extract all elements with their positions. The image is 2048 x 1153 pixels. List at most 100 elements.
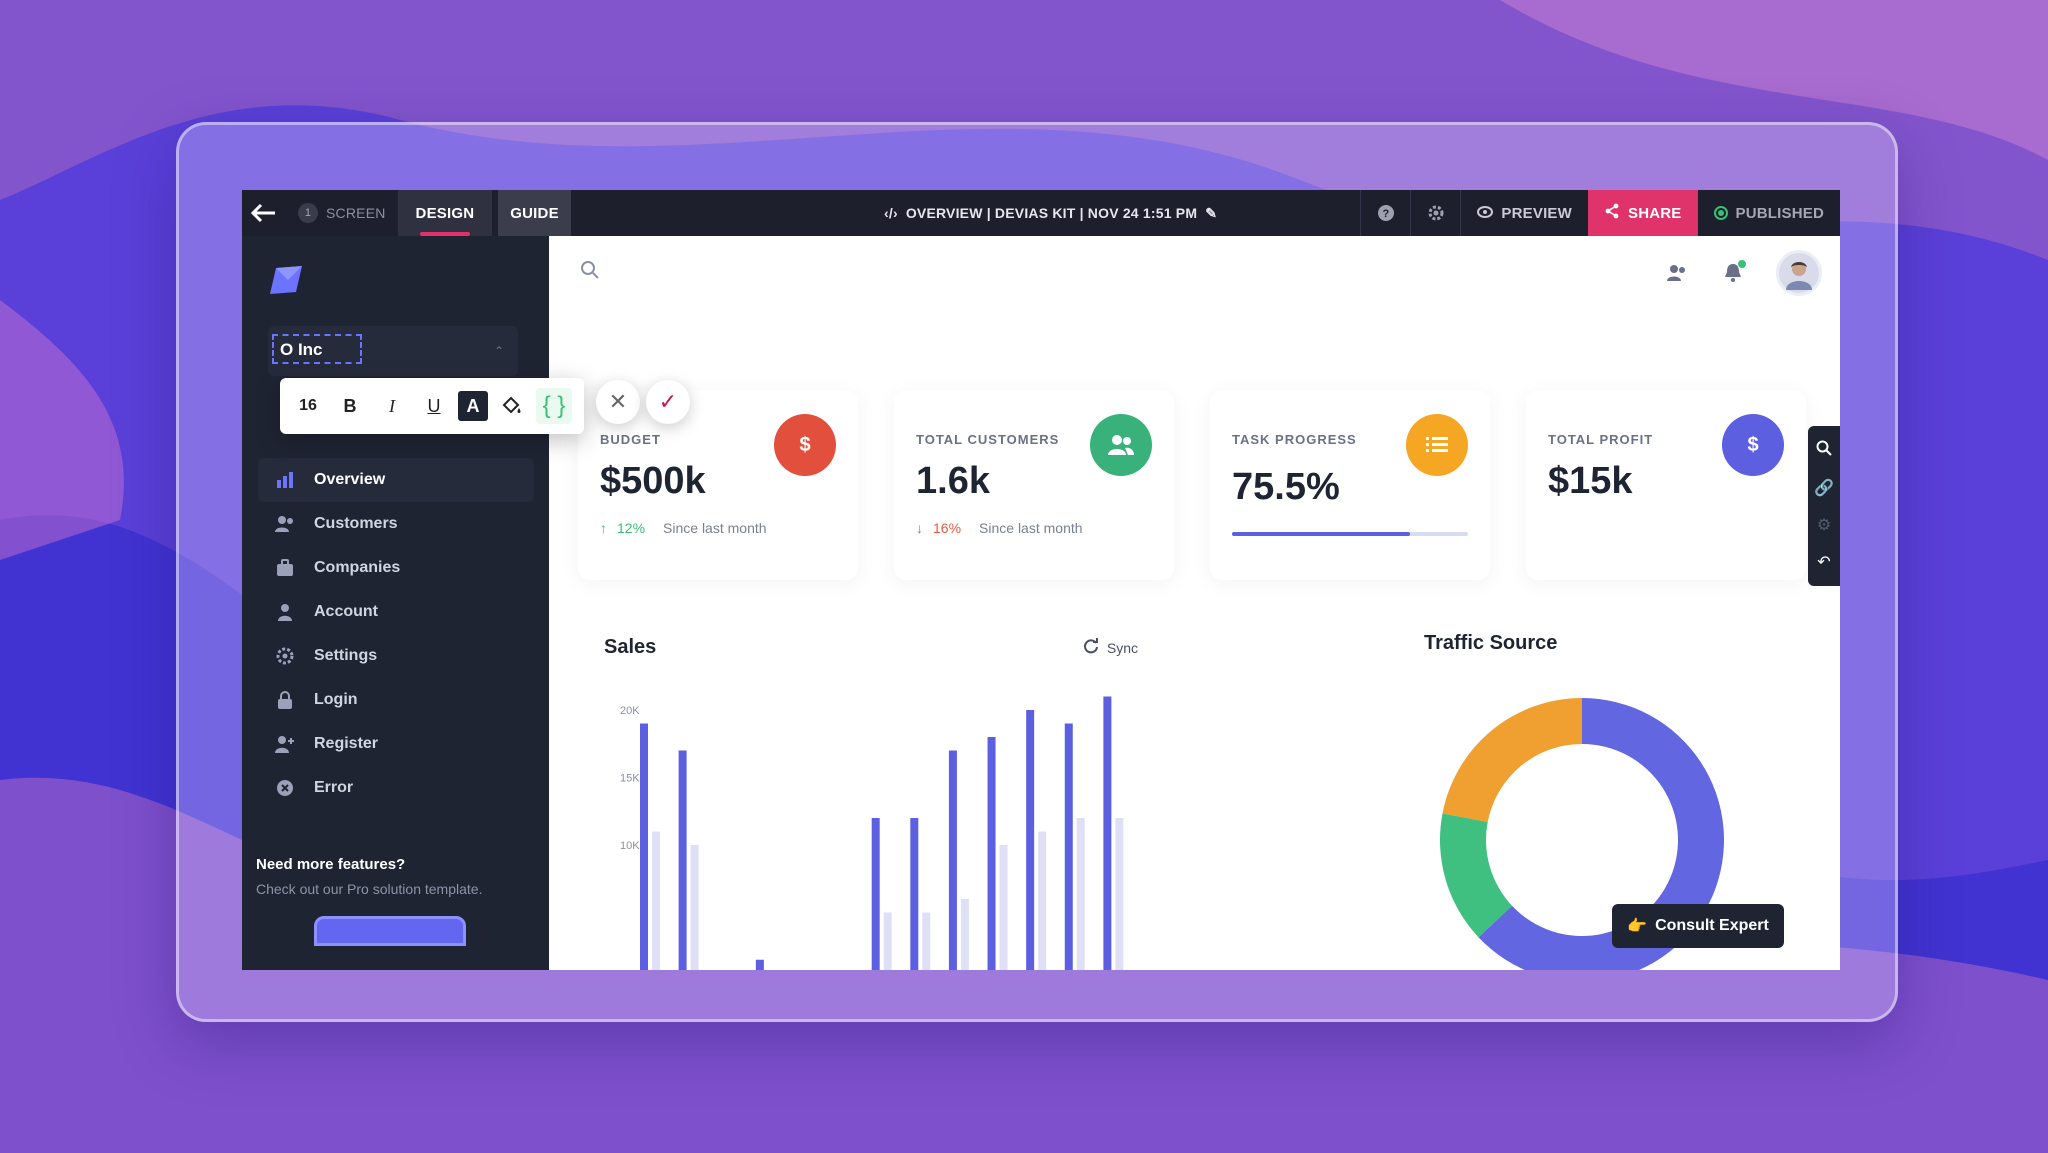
sidebar-item-label: Customers	[314, 515, 398, 532]
sidebar-item-label: Settings	[314, 647, 378, 664]
list-icon	[1406, 414, 1468, 476]
share-button[interactable]: SHARE	[1588, 190, 1698, 236]
font-size-button[interactable]: 16	[299, 397, 317, 414]
avatar[interactable]	[1776, 250, 1822, 296]
bell-icon[interactable]	[1720, 260, 1746, 286]
y-tick-label: 10K	[620, 840, 640, 852]
sidebar-item-settings[interactable]: Settings	[258, 634, 534, 678]
sync-label: Sync	[1106, 639, 1138, 656]
dollar-icon: $	[1722, 414, 1784, 476]
stat-card-budget: BUDGET $500k $ ↑ 12% Since last month	[578, 390, 858, 580]
sales-bar-last-year	[922, 912, 931, 970]
code-button[interactable]: { }	[536, 388, 572, 424]
arrow-down-icon: ↓	[916, 520, 923, 536]
sales-bar-this-year	[640, 723, 648, 970]
text-format-toolbar: 16 B I U A { }	[280, 378, 584, 434]
published-label: PUBLISHED	[1735, 204, 1824, 222]
sidebar-nav: Overview Customers Companies Account	[258, 458, 534, 810]
sidebar-item-label: Login	[314, 691, 358, 708]
sidebar-item-overview[interactable]: Overview	[258, 458, 534, 502]
sidebar-item-label: Overview	[314, 471, 386, 488]
pointing-hand-icon: 👉	[1627, 918, 1648, 935]
tab-design[interactable]: DESIGN	[397, 190, 493, 236]
checkmark-icon[interactable]: ✓	[646, 380, 690, 424]
sidebar-item-label: Register	[314, 735, 379, 752]
sales-bar-this-year	[871, 818, 880, 970]
promo-illustration	[314, 916, 466, 946]
traffic-donut-chart	[1440, 698, 1724, 970]
search-icon[interactable]	[1816, 440, 1832, 461]
sidebar: O Inc ⌃ Overview Customers Companies	[242, 236, 549, 970]
dollar-icon: $	[774, 414, 836, 476]
gear-icon[interactable]: ⚙	[1816, 516, 1832, 534]
eye-icon	[1477, 205, 1494, 222]
pencil-icon[interactable]: ✎	[1205, 204, 1218, 221]
card-trend: ↓ 16% Since last month	[916, 520, 1083, 536]
text-color-button[interactable]: A	[458, 391, 488, 421]
paint-bucket-icon[interactable]	[494, 388, 530, 424]
back-arrow-icon[interactable]	[242, 190, 286, 236]
sidebar-item-account[interactable]: Account	[258, 590, 534, 634]
sales-bar-last-year	[1076, 818, 1085, 970]
x-circle-icon	[274, 777, 296, 799]
sidebar-item-companies[interactable]: Companies	[258, 546, 534, 590]
side-toolbar: 🔗 ⚙ ↶	[1808, 426, 1840, 586]
sales-bar-chart: 20K 15K 10K	[620, 696, 1124, 970]
sales-bar-this-year	[678, 750, 687, 970]
sales-bar-last-year	[960, 899, 969, 970]
contacts-icon[interactable]	[1664, 260, 1690, 286]
sales-bar-this-year	[1064, 723, 1073, 970]
trend-value: 12%	[617, 520, 646, 536]
card-trend: ↑ 12% Since last month	[600, 520, 767, 536]
card-label: TASK PROGRESS	[1232, 432, 1357, 447]
sidebar-item-register[interactable]: Register	[258, 722, 534, 766]
screen-number: 1	[298, 203, 318, 223]
svg-text:?: ?	[1382, 208, 1389, 220]
tab-guide[interactable]: GUIDE	[498, 190, 571, 236]
help-icon[interactable]: ?	[1360, 190, 1410, 236]
gear-icon	[274, 645, 296, 667]
published-dot-icon	[1713, 206, 1728, 220]
card-value: $15k	[1548, 460, 1633, 502]
chevron-updown-icon[interactable]: ⌃	[493, 344, 504, 358]
published-status[interactable]: PUBLISHED	[1698, 190, 1840, 236]
preview-button[interactable]: PREVIEW	[1460, 190, 1588, 236]
y-tick-label: 15K	[620, 773, 640, 785]
donut-slice	[1478, 698, 1724, 970]
sales-bar-this-year	[1103, 696, 1112, 970]
lock-icon	[274, 689, 296, 711]
card-value: 75.5%	[1232, 466, 1340, 508]
document-title: ‹/› OVERVIEW | DEVIAS KIT | NOV 24 1:51 …	[884, 190, 1217, 236]
sidebar-item-customers[interactable]: Customers	[258, 502, 534, 546]
italic-button[interactable]: I	[389, 395, 395, 416]
undo-icon[interactable]: ↶	[1817, 553, 1831, 571]
company-selector[interactable]: O Inc ⌃	[268, 326, 518, 376]
search-icon[interactable]	[580, 260, 600, 285]
sidebar-item-login[interactable]: Login	[258, 678, 534, 722]
gear-icon[interactable]	[1410, 190, 1460, 236]
code-icon: ‹/›	[884, 205, 898, 221]
sales-panel: Sales Sync 20K 15K 10K	[582, 610, 1162, 970]
users-icon	[274, 513, 296, 535]
card-value: 1.6k	[916, 460, 990, 502]
bold-button[interactable]: B	[343, 395, 357, 416]
editor-window: 1 SCREEN DESIGN GUIDE ‹/› OVERVIEW | DEV…	[242, 190, 1840, 970]
stat-card-profit: TOTAL PROFIT $15k $	[1526, 390, 1806, 580]
donut-slice	[1440, 813, 1513, 938]
sales-bar-this-year	[987, 737, 996, 970]
card-value: $500k	[600, 460, 706, 502]
link-icon[interactable]: 🔗	[1814, 480, 1834, 498]
card-label: TOTAL PROFIT	[1548, 432, 1654, 447]
close-icon[interactable]: ✕	[596, 380, 640, 424]
trend-since: Since last month	[979, 520, 1083, 536]
sales-bar-this-year	[1026, 710, 1035, 970]
screen-selector[interactable]: 1 SCREEN	[286, 203, 398, 223]
underline-button[interactable]: U	[427, 395, 441, 416]
sidebar-item-error[interactable]: Error	[258, 766, 534, 810]
company-name-field[interactable]: O Inc	[272, 334, 362, 364]
sales-bar-last-year	[1038, 831, 1047, 970]
card-label: TOTAL CUSTOMERS	[916, 432, 1060, 447]
consult-expert-button[interactable]: 👉 Consult Expert	[1612, 904, 1784, 948]
sync-button[interactable]: Sync	[1083, 638, 1138, 657]
preview-label: PREVIEW	[1501, 204, 1572, 222]
